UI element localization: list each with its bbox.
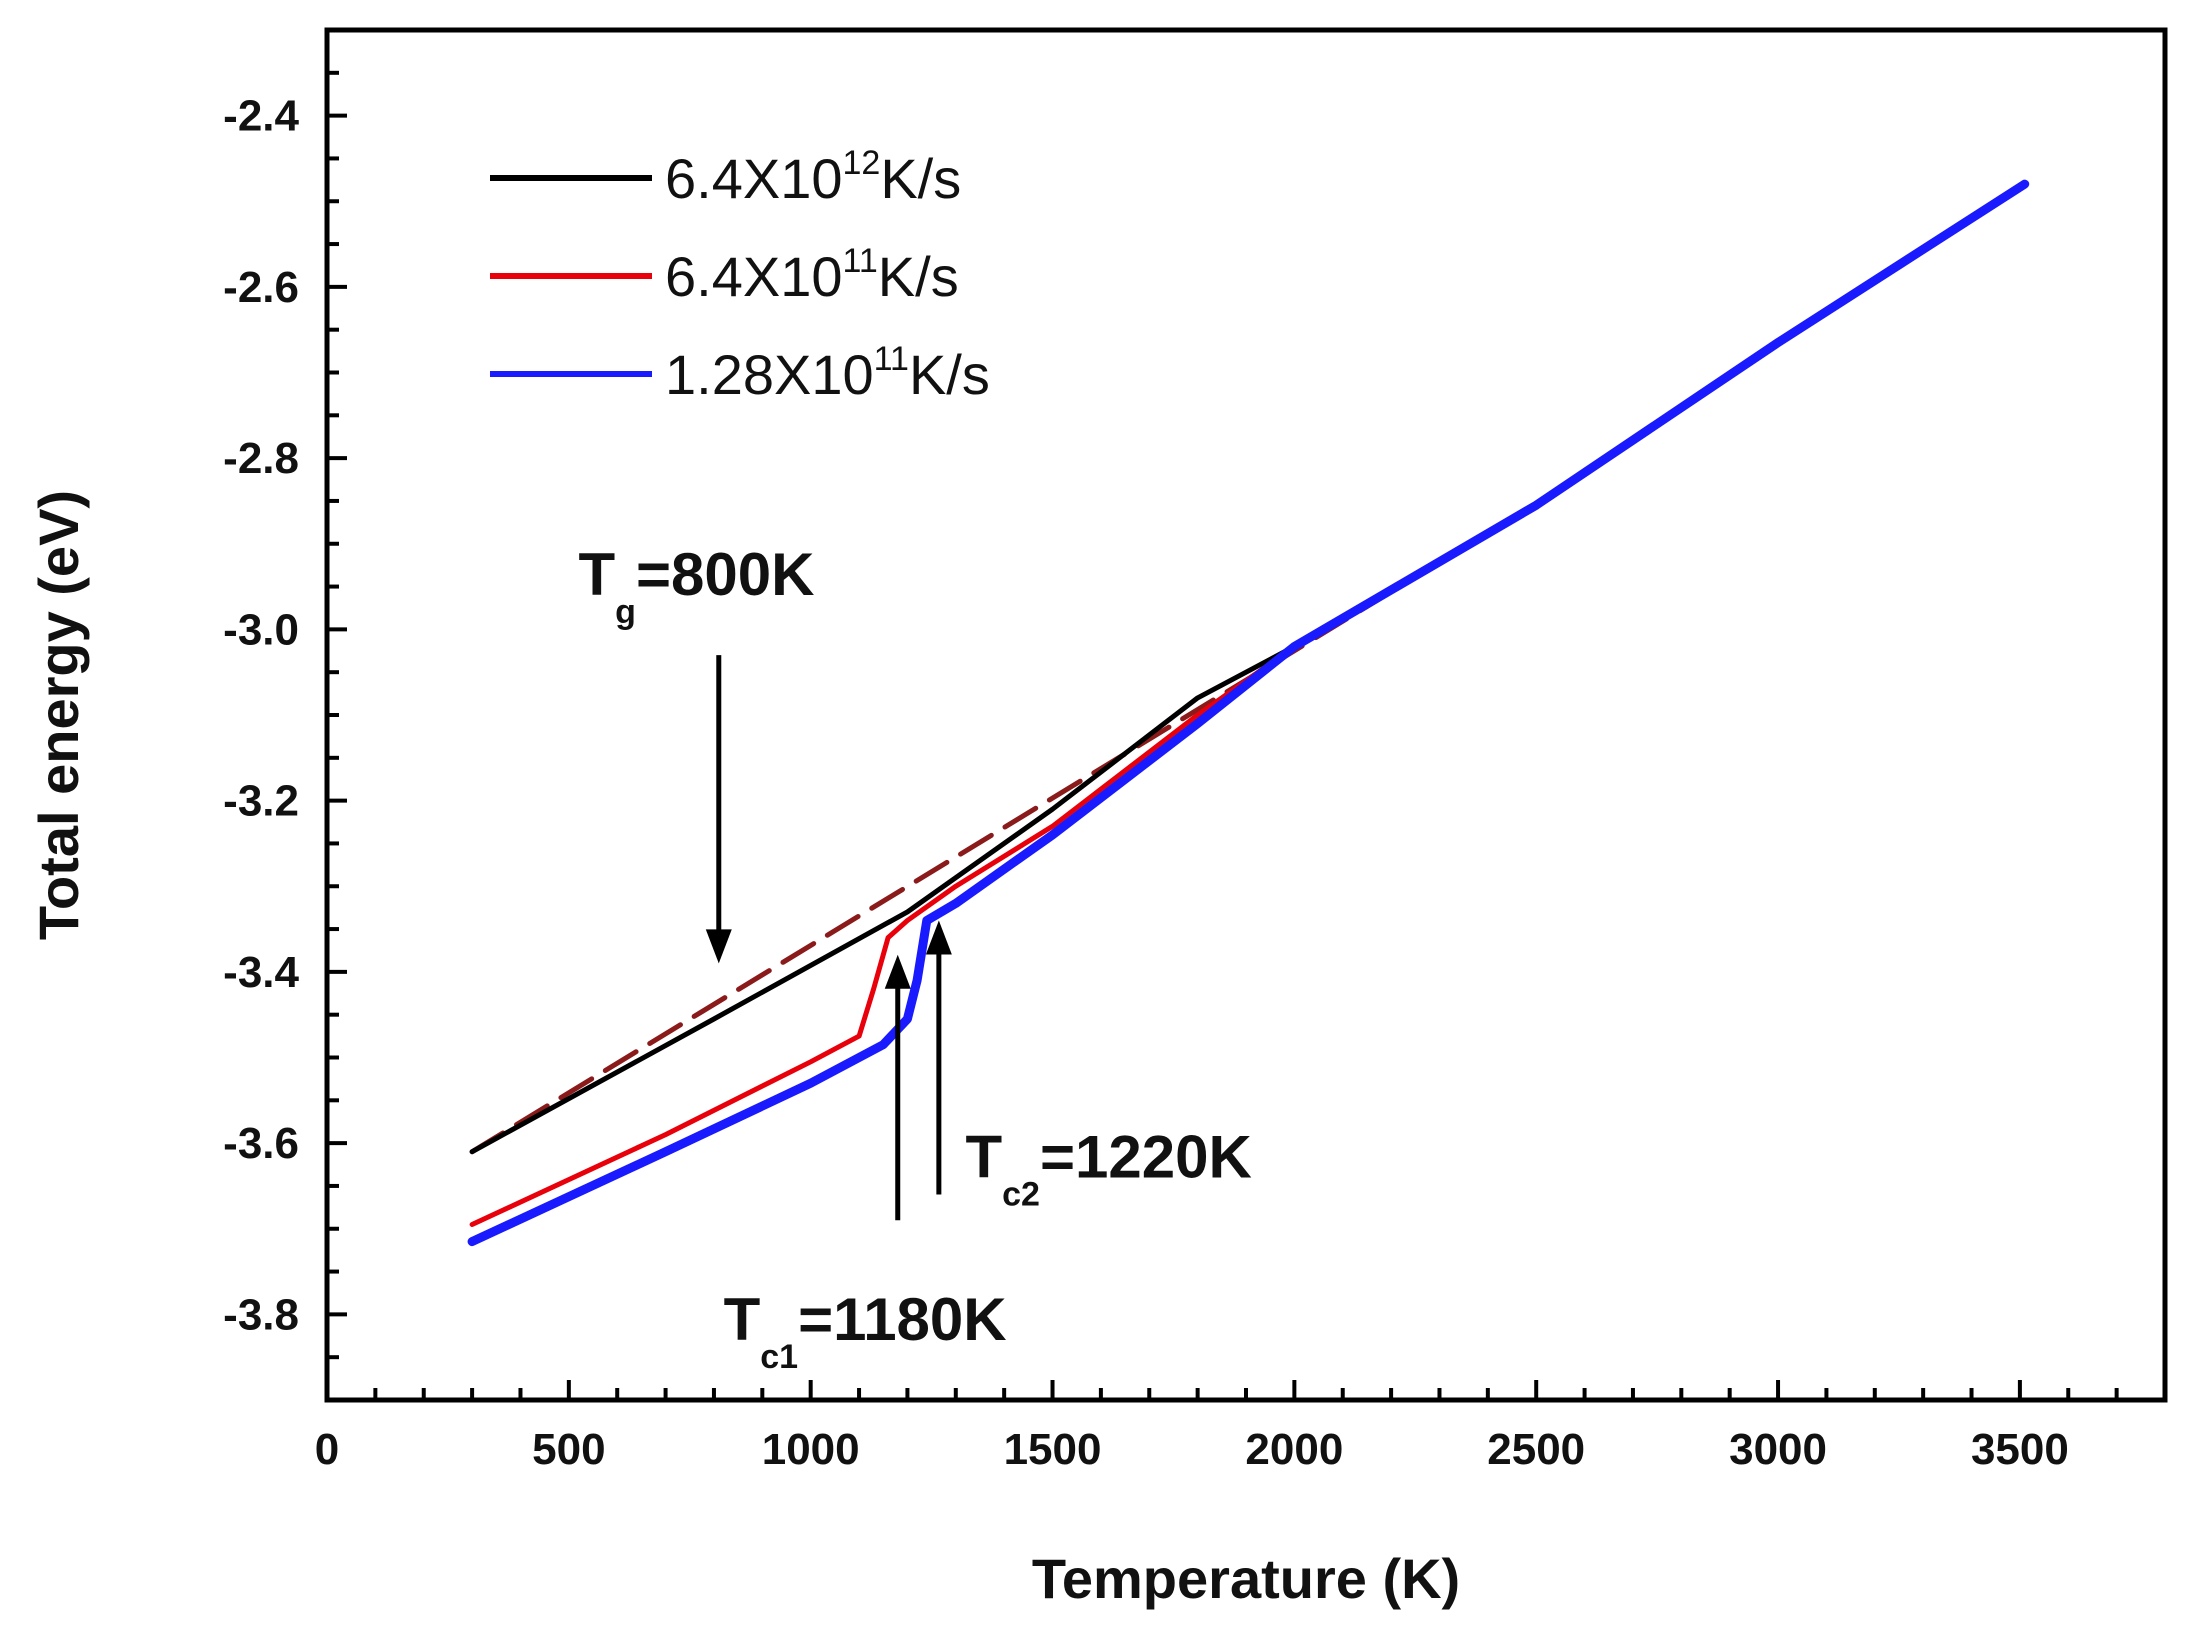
annotation-subscript: c2	[1002, 1175, 1040, 1213]
series-line-3	[467, 179, 2030, 1247]
x-axis-title: Temperature (K)	[1032, 1547, 1460, 1610]
annotation-value: =1180K	[798, 1286, 1007, 1353]
tick-labels: 0 500 1000 1500 2000 2500 3000 3500 -3.8 -3.6 -3.4…	[223, 92, 2069, 1474]
y-axis-title: Total energy (eV)	[27, 490, 90, 940]
legend-entry-label: 6.4X1012K/s	[665, 144, 961, 210]
x-tick-label: 3000	[1729, 1425, 1827, 1474]
annotation-value: =1220K	[1040, 1123, 1252, 1190]
annotation-symbol: T	[965, 1123, 1002, 1190]
tc2-label: Tc2=1220K	[965, 1123, 1251, 1213]
y-tick-label: -3.0	[223, 605, 299, 654]
tc2-arrow-head	[925, 920, 952, 955]
legend-label-base: 1.28X10	[665, 343, 874, 406]
y-tick-label: -2.6	[223, 263, 299, 312]
y-tick-label: -2.4	[223, 92, 299, 141]
annotation-value: =800K	[636, 541, 814, 608]
y-tick-label: -3.2	[223, 777, 299, 826]
legend-label-unit: K/s	[909, 343, 990, 406]
annotation-subscript: c1	[760, 1338, 798, 1376]
tg-label: Tg=800K	[579, 541, 815, 631]
legend-label-exponent: 12	[843, 144, 881, 182]
legend-label-unit: K/s	[880, 147, 961, 210]
y-tick-label: -3.8	[223, 1290, 299, 1339]
x-tick-label: 0	[315, 1425, 339, 1474]
x-tick-label: 2500	[1487, 1425, 1585, 1474]
legend: 6.4X1012K/s6.4X1011K/s1.28X1011K/s	[490, 144, 990, 406]
tc1-arrow-head	[884, 954, 911, 989]
legend-entry-label: 1.28X1011K/s	[665, 340, 990, 406]
legend-label-base: 6.4X10	[665, 245, 843, 308]
x-tick-label: 3500	[1971, 1425, 2069, 1474]
tc1-label: Tc1=1180K	[724, 1286, 1007, 1376]
plot-frame	[324, 27, 2168, 1403]
annotation-symbol: T	[579, 541, 616, 608]
legend-label-exponent: 11	[843, 242, 878, 280]
tick-marks	[325, 28, 2167, 1402]
legend-label-unit: K/s	[878, 245, 959, 308]
legend-label-base: 6.4X10	[665, 147, 843, 210]
y-tick-label: -3.6	[223, 1119, 299, 1168]
legend-entry-label: 6.4X1011K/s	[665, 242, 959, 308]
annotation-subscript: g	[615, 593, 636, 631]
tg-arrow-head	[705, 929, 732, 964]
series-lines	[467, 179, 2030, 1247]
legend-label-exponent: 11	[874, 340, 909, 378]
y-tick-label: -2.8	[223, 434, 299, 483]
x-tick-label: 1000	[762, 1425, 860, 1474]
x-tick-label: 500	[532, 1425, 605, 1474]
series-line-2	[469, 181, 2028, 1227]
x-tick-label: 2000	[1245, 1425, 1343, 1474]
y-tick-label: -3.4	[223, 948, 299, 997]
x-tick-label: 1500	[1004, 1425, 1102, 1474]
annotation-symbol: T	[724, 1286, 761, 1353]
